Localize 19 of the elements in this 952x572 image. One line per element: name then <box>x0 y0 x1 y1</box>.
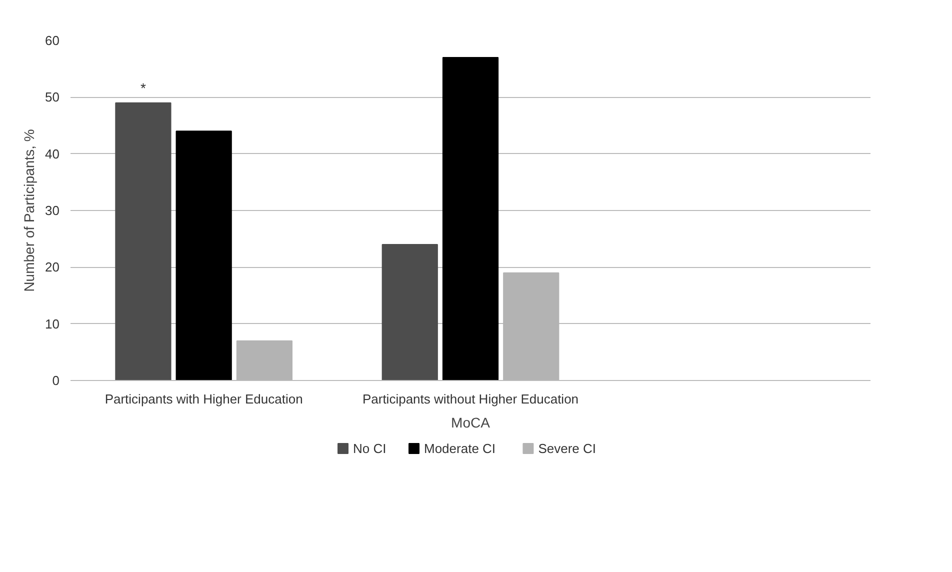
bar <box>442 57 499 380</box>
legend-label: Severe CI <box>538 441 596 456</box>
legend-label: Moderate CI <box>424 441 496 456</box>
bar <box>176 130 232 380</box>
x-tick-label: Participants with Higher Education <box>104 392 303 406</box>
y-tick-label: 50 <box>45 90 60 105</box>
x-tick-label: Participants without Higher Education <box>362 392 579 406</box>
y-axis-title: Number of Participants, % <box>21 129 38 292</box>
bar <box>115 102 172 380</box>
y-tick-label: 0 <box>52 373 60 388</box>
y-tick-label: 30 <box>45 203 60 218</box>
y-tick-label: 60 <box>45 33 60 48</box>
bar <box>382 244 438 380</box>
x-axis-title: MoCA <box>451 414 491 430</box>
legend-label: No CI <box>353 441 386 456</box>
y-tick-label: 40 <box>45 146 60 162</box>
annotation: * <box>140 80 146 96</box>
y-tick-label: 10 <box>45 316 60 332</box>
y-tick-label: 20 <box>45 260 60 275</box>
